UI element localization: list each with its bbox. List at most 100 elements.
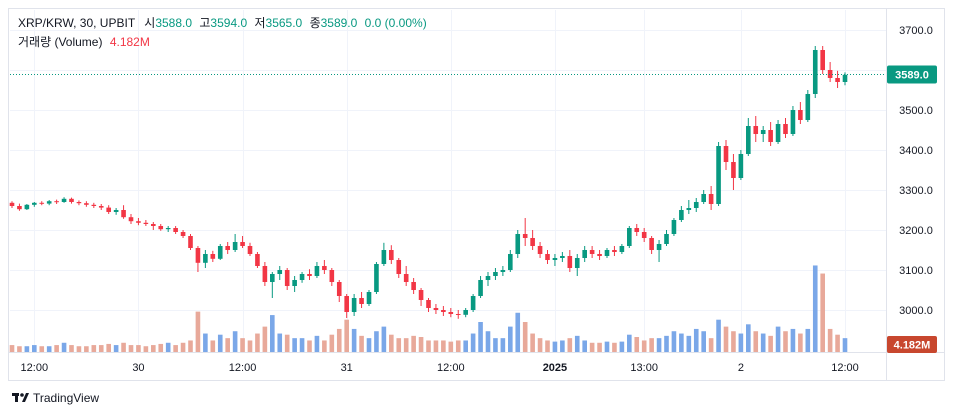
legend-open-label: 시: [144, 16, 155, 30]
candle-body: [701, 194, 706, 202]
volume-bar: [656, 338, 662, 352]
candle-body: [716, 146, 721, 204]
candle-body: [277, 270, 283, 274]
candle-body: [619, 246, 625, 252]
volume-bar: [589, 342, 595, 352]
volume-bar: [203, 333, 208, 352]
volume-bar: [232, 331, 238, 352]
volume-bar: [738, 333, 744, 352]
y-tick-label: 3000.0: [899, 305, 933, 317]
candle-body: [195, 248, 201, 263]
candle-body: [61, 198, 67, 202]
candle-body: [604, 250, 610, 256]
candle-body: [411, 282, 416, 290]
volume-bar: [24, 346, 30, 352]
candle-body: [232, 242, 238, 250]
volume-bar: [604, 341, 610, 352]
candle-body: [753, 126, 759, 134]
volume-bar: [344, 319, 349, 352]
time-axis[interactable]: 12:00 30 12:00 31 12:00 2025 13:00 2 12:00: [21, 362, 859, 374]
volume-bar: [679, 333, 684, 352]
candle-body: [180, 232, 186, 236]
candle-body: [723, 146, 729, 162]
volume-bar: [485, 331, 491, 352]
volume-badge: 4.182M: [887, 336, 937, 353]
candle-body: [567, 256, 573, 268]
candle-body: [113, 210, 119, 212]
candle-body: [664, 234, 669, 244]
volume-bar: [284, 334, 290, 352]
volume-bar: [723, 326, 729, 352]
legend-change: 0.0 (0.00%): [365, 16, 427, 30]
candle-body: [805, 94, 811, 120]
x-tick-label: 31: [341, 362, 353, 374]
candle-body: [775, 124, 781, 142]
tradingview-logo-icon: [12, 393, 29, 402]
legend-high: 3594.0: [210, 16, 247, 30]
candle-body: [255, 254, 260, 266]
candle-body: [165, 228, 171, 230]
candle-body: [389, 250, 394, 260]
volume-bar: [240, 338, 245, 352]
candle-body: [634, 228, 640, 232]
candle-body: [522, 234, 528, 238]
legend-low-label: 저: [254, 16, 265, 30]
y-tick-label: 3700.0: [899, 25, 933, 37]
candle-body: [493, 272, 498, 276]
candle-body: [307, 274, 312, 276]
volume-bar: [731, 331, 736, 352]
candle-body: [537, 246, 543, 254]
candle-body: [597, 254, 602, 256]
candle-body: [760, 130, 766, 134]
volume-bar: [247, 340, 253, 352]
candle-body: [463, 310, 468, 315]
candle-body: [262, 266, 268, 282]
volume-bar: [508, 326, 513, 352]
volume-bars: [9, 265, 848, 352]
volume-bar: [210, 340, 216, 352]
candle-body: [433, 308, 439, 310]
candle-body: [708, 194, 714, 204]
candle-body: [24, 204, 30, 210]
volume-bar: [560, 340, 565, 352]
candle-body: [136, 221, 141, 223]
tradingview-brand-text: TradingView: [33, 391, 99, 405]
volume-bar: [634, 337, 640, 352]
candle-body: [247, 246, 253, 254]
candle-body: [359, 298, 364, 304]
legend-volume: 거래량 (Volume) 4.182M: [18, 35, 150, 49]
price-candles: [9, 46, 848, 319]
volume-bar: [835, 334, 840, 352]
candle-body: [515, 234, 521, 254]
volume-bar: [165, 342, 171, 352]
volume-bar: [627, 334, 632, 352]
volume-bar: [84, 346, 89, 352]
volume-bar: [612, 342, 617, 352]
volume-bar: [842, 338, 848, 352]
volume-bar: [426, 340, 431, 352]
volume-bar: [396, 338, 402, 352]
candle-body: [842, 74, 848, 82]
volume-bar: [9, 345, 15, 352]
volume-bar: [173, 345, 178, 352]
candle-body: [69, 198, 74, 202]
candle-body: [366, 292, 372, 304]
candle-body: [203, 254, 208, 263]
volume-bar: [567, 338, 573, 352]
candle-body: [545, 254, 550, 260]
candle-body: [671, 220, 677, 234]
volume-bar: [693, 328, 699, 352]
volume-bar: [91, 345, 97, 352]
volume-bar: [195, 311, 201, 352]
legend-volume-label: 거래량 (Volume): [18, 35, 102, 49]
x-tick-label: 12:00: [831, 362, 859, 374]
volume-bar: [121, 342, 126, 352]
volume-bar: [351, 328, 357, 352]
x-tick-label: 2025: [543, 362, 567, 374]
volume-bar: [381, 326, 387, 352]
volume-bar: [798, 333, 803, 352]
candle-body: [32, 202, 37, 205]
volume-bar: [701, 331, 706, 352]
tradingview-logo[interactable]: TradingView: [12, 391, 99, 405]
